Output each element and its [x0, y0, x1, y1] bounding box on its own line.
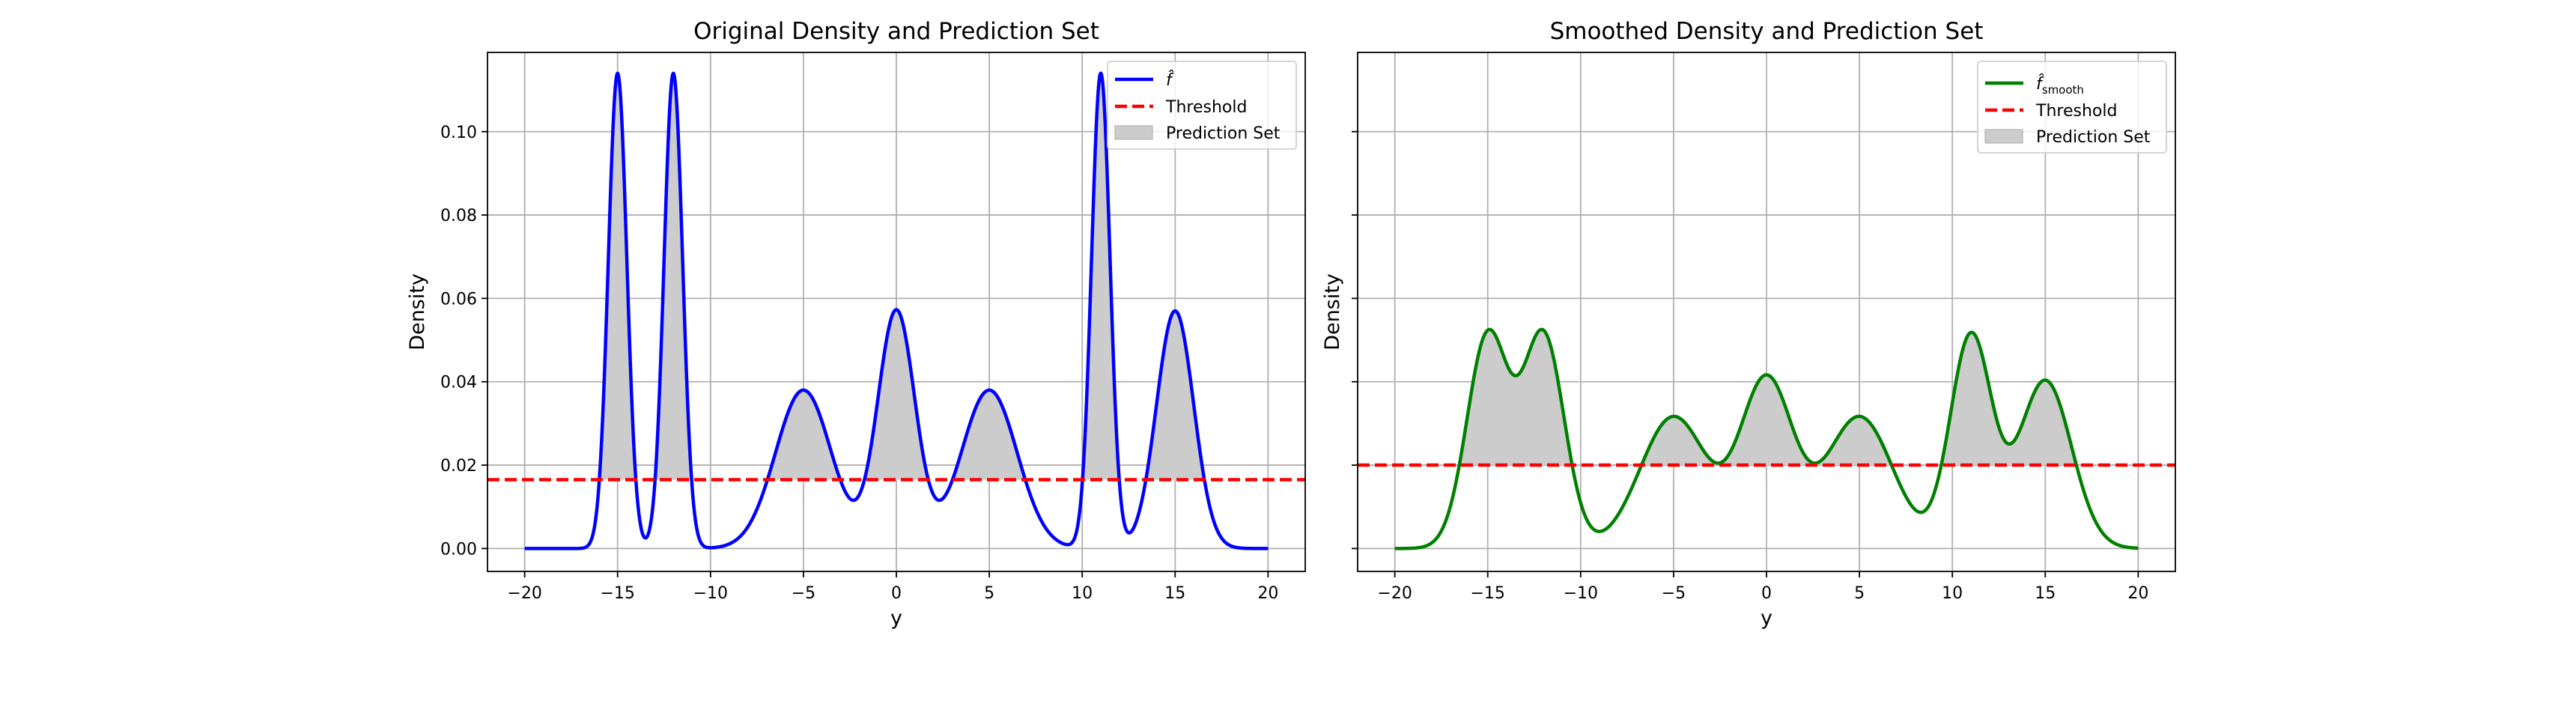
legend-label-main: f̂: [1166, 70, 1174, 90]
prediction-set-fill: [1394, 329, 2139, 466]
x-tick-label: 5: [984, 584, 994, 603]
y-tick-label: 0.10: [440, 124, 477, 142]
y-tick-label: 0.04: [440, 374, 477, 392]
legend-label-main: Prediction Set: [1166, 124, 1281, 143]
legend-label-main: Threshold: [2035, 102, 2117, 121]
x-tick-label: −5: [1662, 584, 1686, 603]
x-tick-label: 15: [2035, 584, 2056, 603]
x-tick-label: −10: [1564, 584, 1598, 603]
x-axis-label: y: [890, 607, 902, 630]
x-tick-label: −20: [507, 584, 541, 603]
chart-title: Smoothed Density and Prediction Set: [1550, 18, 1984, 45]
legend-box: [1977, 61, 2167, 154]
x-tick-label: −15: [601, 584, 635, 603]
x-tick-label: 0: [891, 584, 902, 603]
legend-box: [1107, 61, 1297, 150]
x-axis-label: y: [1761, 607, 1772, 630]
legend-label: f̂smooth: [2036, 74, 2084, 97]
y-tick-label: 0.06: [440, 290, 477, 309]
density-line: [1393, 327, 2140, 550]
x-tick-label: −20: [1377, 584, 1412, 603]
x-tick-label: −15: [1471, 584, 1505, 603]
legend-label: Threshold: [2035, 102, 2117, 121]
x-tick-label: 10: [1942, 584, 1963, 603]
legend: f̂smooth Threshold Prediction Set: [1977, 61, 2167, 154]
y-axis-label: Density: [1321, 273, 1344, 350]
legend-patch-swatch: [1984, 129, 2023, 144]
y-tick-label: 0.00: [440, 540, 477, 559]
subplot-1: −20 −15 −10 −5 0 5 10 15 20 0.00 0.02 0.04 0.06 0.08 0…: [406, 18, 1306, 630]
chart-title: Original Density and Prediction Set: [693, 18, 1099, 45]
density-line: [523, 71, 1270, 550]
x-tick-label: 15: [1164, 584, 1185, 603]
legend-label-main: f̂: [2036, 74, 2044, 94]
legend-label: Prediction Set: [2036, 128, 2151, 147]
prediction-set-fill: [524, 73, 1269, 480]
y-tick-label: 0.08: [440, 207, 477, 225]
legend-label-main: Prediction Set: [2036, 128, 2151, 147]
x-tick-label: −10: [693, 584, 728, 603]
legend-label: Prediction Set: [1166, 124, 1281, 143]
x-tick-label: 5: [1854, 584, 1865, 603]
y-tick-label: 0.02: [440, 457, 477, 476]
x-tick-label: 10: [1072, 584, 1093, 603]
legend-label: Threshold: [1165, 98, 1247, 117]
legend: f̂ Threshold Prediction Set: [1107, 61, 1297, 150]
subplot-2: −20 −15 −10 −5 0 5 10 15 20 Smoothed Density and …: [1321, 18, 2176, 630]
y-axis-label: Density: [406, 273, 429, 350]
x-tick-label: 0: [1761, 584, 1772, 603]
legend-patch-swatch: [1114, 125, 1153, 140]
x-tick-label: 20: [1257, 584, 1278, 603]
x-tick-label: 20: [2127, 584, 2148, 603]
legend-label: f̂: [1166, 70, 1174, 90]
legend-label-main: Threshold: [1165, 98, 1247, 117]
legend-label-sub: smooth: [2042, 83, 2084, 97]
x-tick-label: −5: [792, 584, 815, 603]
